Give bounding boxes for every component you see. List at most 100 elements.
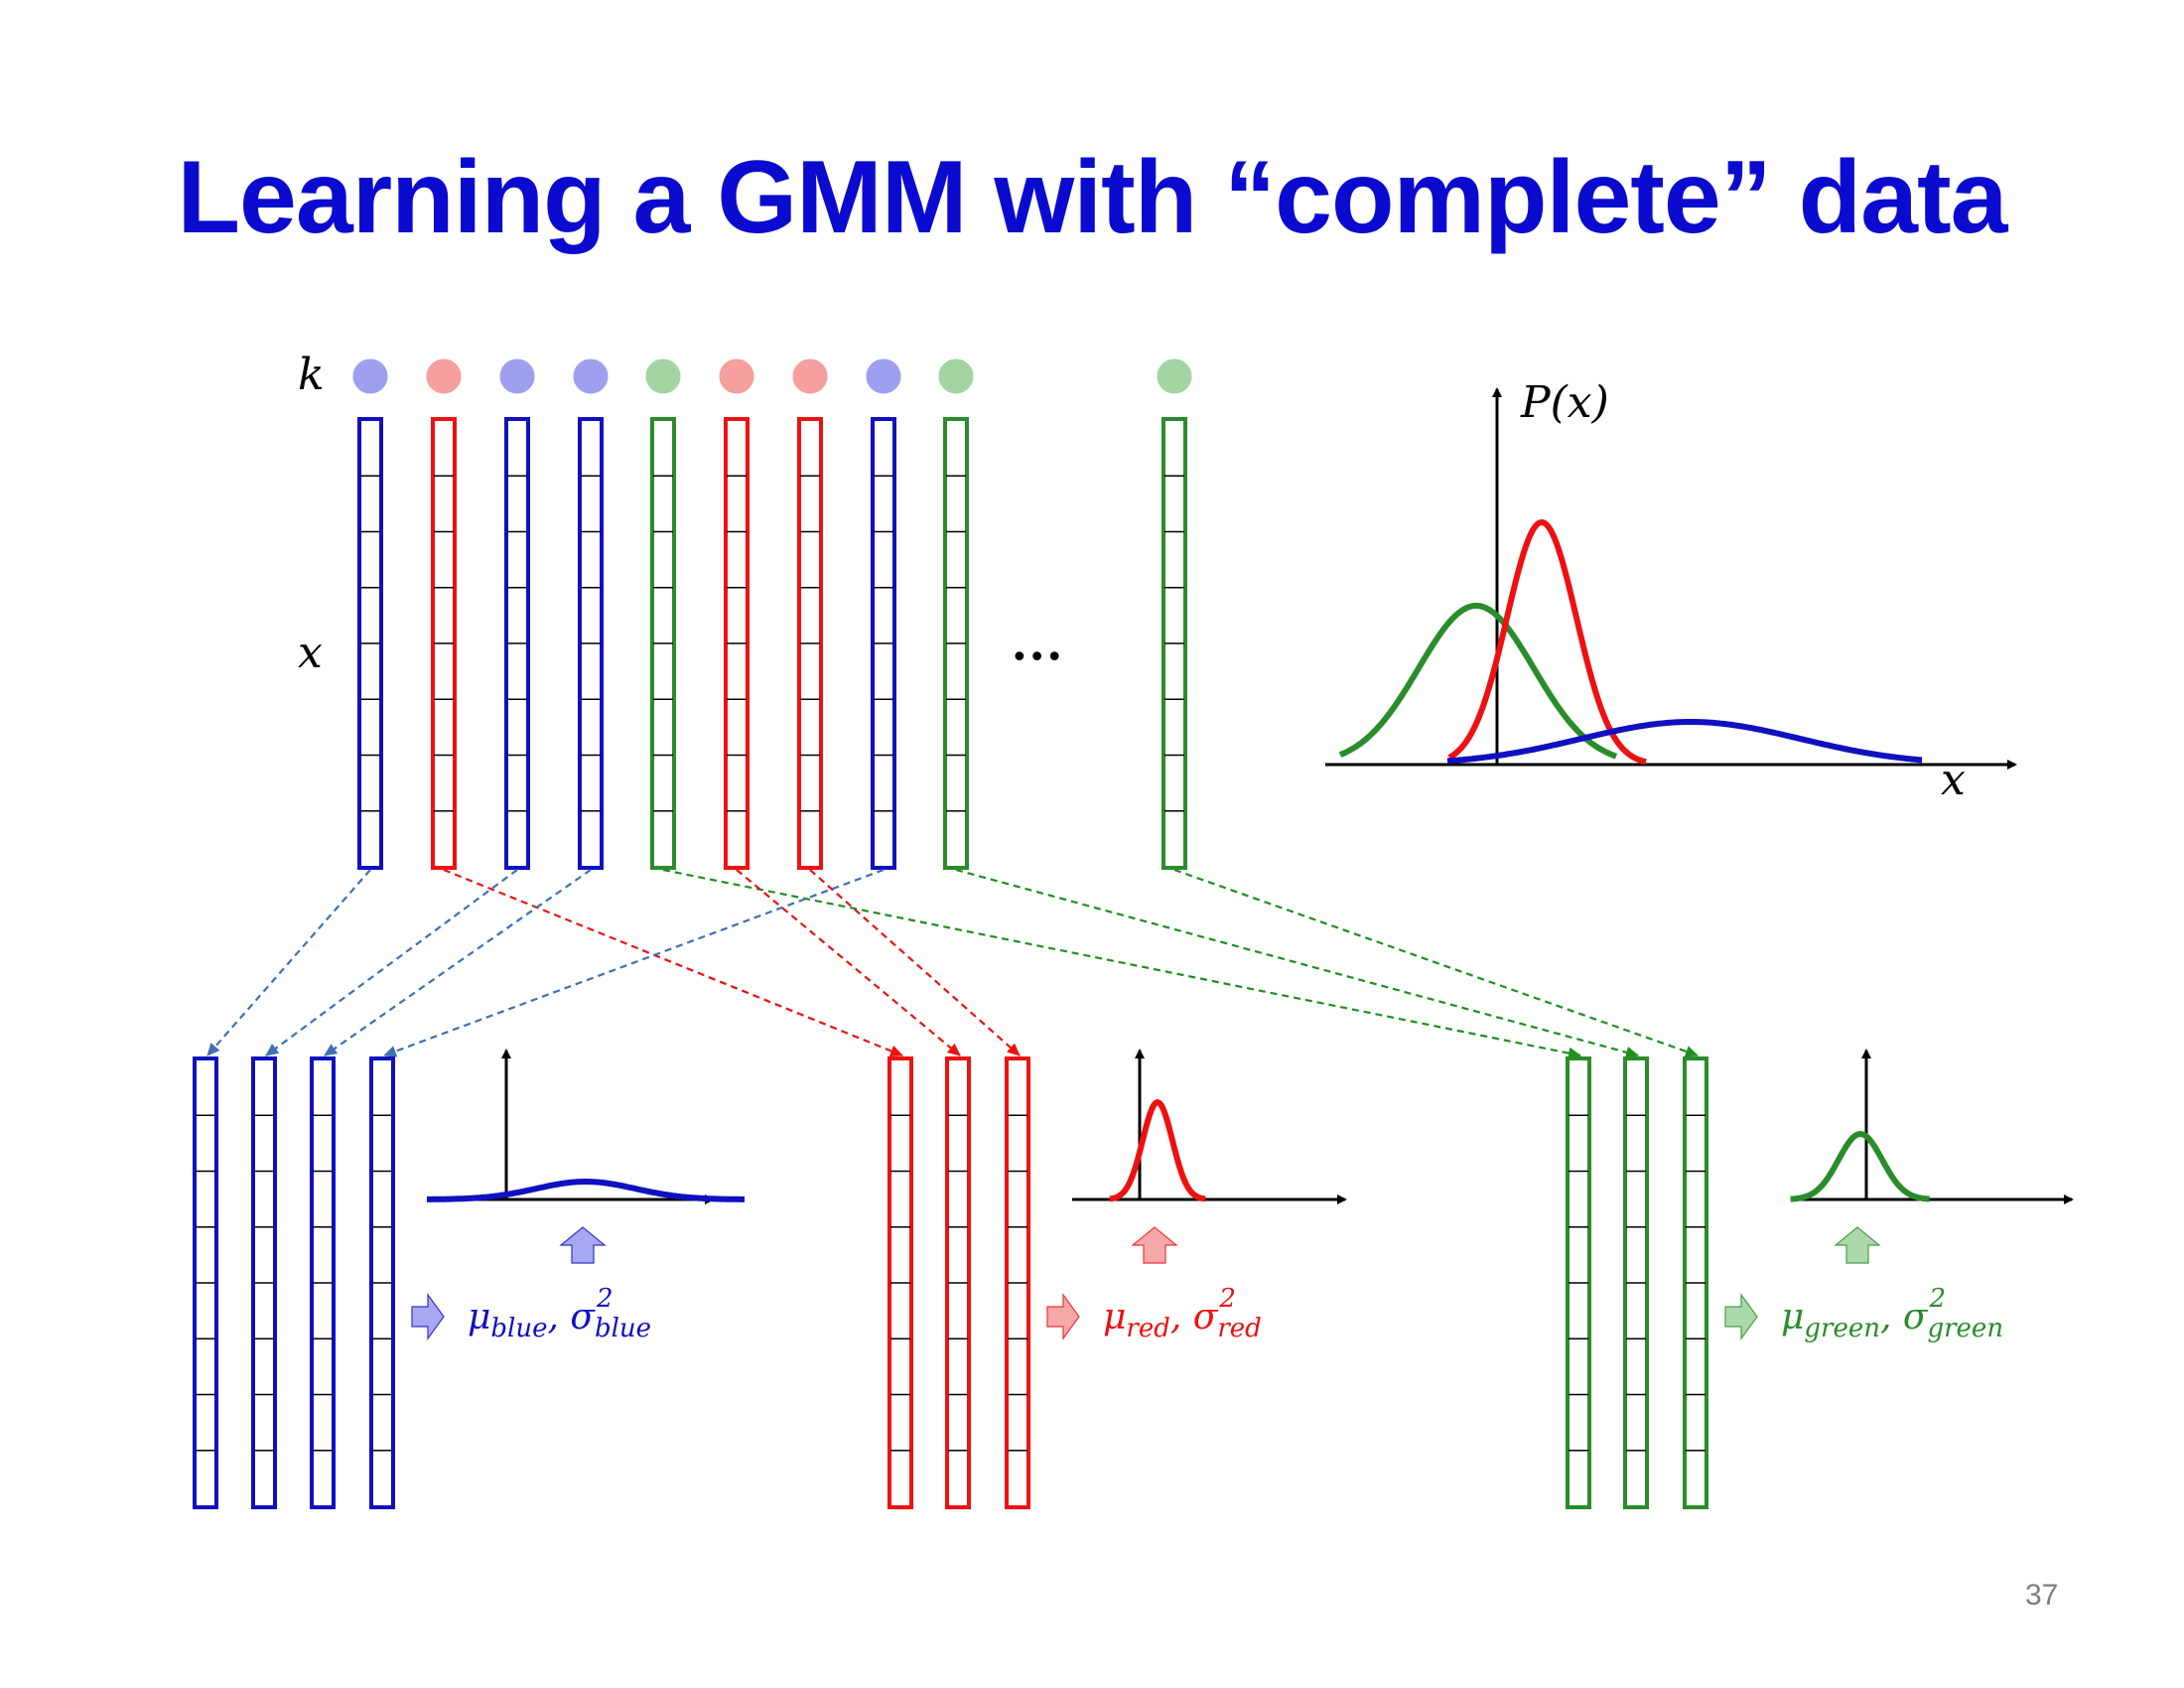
- data-column-green: [1161, 417, 1187, 870]
- latent-dot-red: [792, 358, 828, 394]
- page-number: 37: [2025, 1579, 2059, 1612]
- sigma-superscript: 2: [1928, 1284, 1946, 1314]
- slide-title: Learning a GMM with “complete” data: [177, 140, 2008, 255]
- assignment-arrow-green: [1173, 868, 1699, 1057]
- group-column-blue: [310, 1056, 336, 1509]
- latent-dot-blue: [499, 358, 535, 394]
- latent-dot-blue: [352, 358, 388, 394]
- assignment-arrows: [206, 868, 1699, 1059]
- column-outer-border: [887, 1056, 913, 1509]
- group-column-green: [1683, 1056, 1708, 1509]
- group-gaussian-blue: [427, 1179, 745, 1202]
- assignment-arrow-blue: [383, 868, 885, 1057]
- comma: ,: [1170, 1297, 1193, 1337]
- group-plot-green: [1790, 1049, 2074, 1264]
- latent-dot-blue: [866, 358, 901, 394]
- mixture-y-label: P(x): [1520, 377, 1609, 428]
- mixture-plot: P(x) x: [1325, 377, 2017, 805]
- mu-subscript: green: [1804, 1314, 1880, 1343]
- up-block-arrow-icon: [559, 1226, 607, 1264]
- assignment-arrow-red: [809, 869, 1021, 1056]
- sigma-symbol: σ: [1903, 1297, 1929, 1337]
- column-outer-border: [871, 417, 896, 870]
- red-gaussian-curve: [1447, 519, 1647, 766]
- latent-dot-green: [938, 358, 974, 394]
- parameter-label-blue: μblue, σblue: [468, 1297, 651, 1343]
- right-block-arrow-icon: [411, 1293, 445, 1340]
- sigma-subscript: blue: [595, 1314, 651, 1343]
- group-gaussian-red: [1109, 1098, 1206, 1202]
- comma: ,: [548, 1297, 571, 1337]
- data-column-red: [724, 417, 750, 870]
- group-column-red: [945, 1056, 971, 1509]
- assignment-arrow-blue: [206, 869, 371, 1056]
- column-outer-border: [1161, 417, 1187, 870]
- column-outer-border: [251, 1056, 277, 1509]
- assignment-arrow-blue: [265, 869, 518, 1056]
- column-outer-border: [193, 1056, 218, 1509]
- column-outer-border: [945, 1056, 971, 1509]
- mu-subscript: red: [1126, 1314, 1169, 1343]
- latent-dot-red: [426, 358, 462, 394]
- sigma-symbol: σ: [1193, 1297, 1219, 1337]
- assignment-arrow-green: [662, 868, 1581, 1059]
- column-outer-border: [357, 417, 383, 870]
- column-outer-border: [1005, 1056, 1030, 1509]
- sigma-superscript: 2: [596, 1284, 614, 1314]
- data-column-green: [650, 417, 676, 870]
- blue-gaussian-curve: [1446, 719, 1923, 765]
- group-gaussian-green: [1790, 1130, 1930, 1202]
- column-outer-border: [1566, 1056, 1591, 1509]
- parameter-label-red: μred, σred: [1103, 1297, 1262, 1343]
- data-columns-top: [357, 417, 1187, 870]
- data-column-red: [797, 417, 823, 870]
- column-outer-border: [724, 417, 750, 870]
- up-block-arrow-icon: [1131, 1226, 1178, 1264]
- assignment-arrow-red: [736, 869, 961, 1056]
- sigma-subscript: green: [1927, 1314, 2003, 1343]
- data-column-blue: [357, 417, 383, 870]
- column-outer-border: [431, 417, 457, 870]
- green-gaussian-curve: [1338, 603, 1618, 760]
- latent-dot-blue: [573, 358, 609, 394]
- group-column-green: [1623, 1056, 1649, 1509]
- column-outer-border: [504, 417, 530, 870]
- comma: ,: [1880, 1297, 1903, 1337]
- data-column-green: [943, 417, 969, 870]
- data-column-red: [431, 417, 457, 870]
- group-column-red: [887, 1056, 913, 1509]
- sigma-symbol: σ: [570, 1297, 596, 1337]
- up-block-arrow-icon: [1834, 1226, 1881, 1264]
- mu-subscript: blue: [490, 1314, 547, 1343]
- column-outer-border: [943, 417, 969, 870]
- mu-symbol: μ: [1103, 1297, 1126, 1337]
- latent-dot-green: [1157, 358, 1192, 394]
- assignment-arrow-green: [955, 868, 1639, 1058]
- right-block-arrow-icon: [1046, 1293, 1080, 1340]
- label-k: k: [298, 350, 325, 400]
- data-column-blue: [871, 417, 896, 870]
- data-column-blue: [578, 417, 604, 870]
- column-outer-border: [310, 1056, 336, 1509]
- column-outer-border: [578, 417, 604, 870]
- latent-dot-red: [719, 358, 754, 394]
- label-x: x: [298, 628, 323, 678]
- latent-k-dots: [352, 358, 1192, 394]
- sigma-superscript: 2: [1218, 1284, 1236, 1314]
- group-column-green: [1566, 1056, 1591, 1509]
- group-plot-red: [1072, 1049, 1347, 1264]
- column-outer-border: [650, 417, 676, 870]
- parameter-label-green: μgreen, σgreen: [1781, 1297, 2003, 1343]
- column-outer-border: [1623, 1056, 1649, 1509]
- mixture-x-label: x: [1941, 755, 1966, 805]
- group-column-red: [1005, 1056, 1030, 1509]
- group-column-blue: [193, 1056, 218, 1509]
- group-plot-blue: [427, 1049, 745, 1264]
- group-column-blue: [369, 1056, 395, 1509]
- column-outer-border: [369, 1056, 395, 1509]
- right-block-arrow-icon: [1724, 1293, 1758, 1340]
